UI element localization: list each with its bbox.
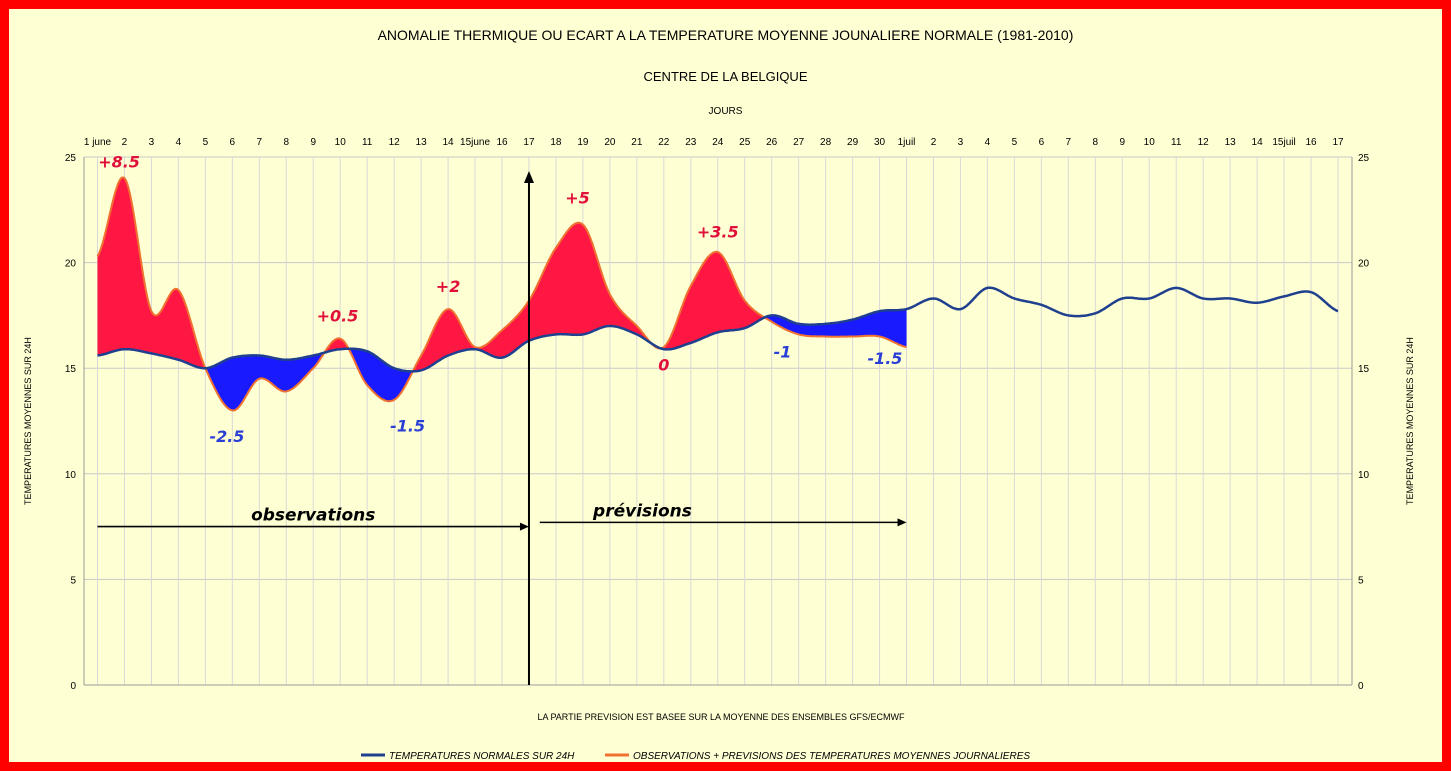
x-tick-label: 20 <box>604 137 616 148</box>
anomaly-fill-warm <box>97 177 206 369</box>
x-tick-label: 13 <box>416 137 428 148</box>
period-label-0: observations <box>251 506 375 526</box>
x-tick-label: 10 <box>335 137 347 148</box>
anomaly-label: -1.5 <box>867 349 902 368</box>
x-tick-label: 15june <box>460 137 490 148</box>
x-tick-label: 7 <box>1066 137 1072 148</box>
x-axis-label: JOURS <box>708 106 743 117</box>
x-tick-label: 19 <box>577 137 589 148</box>
series-line-observations <box>96 176 907 412</box>
anomaly-label: +8.5 <box>98 153 140 172</box>
y-axis-label-right: TEMPERATURES MOYENNES SUR 24H <box>1405 337 1415 505</box>
x-tick-label: 8 <box>283 137 289 148</box>
x-tick-label: 25 <box>739 137 751 148</box>
x-tick-label: 6 <box>230 137 236 148</box>
anomaly-label: -1.5 <box>390 417 425 436</box>
y-tick-label-left: 5 <box>70 575 76 586</box>
x-tick-label: 12 <box>389 137 401 148</box>
x-tick-label: 9 <box>310 137 316 148</box>
chart-frame: ANOMALIE THERMIQUE OU ECART A LA TEMPERA… <box>9 9 1442 762</box>
x-tick-label: 23 <box>685 137 697 148</box>
x-tick-label: 14 <box>443 137 455 148</box>
x-tick-label: 8 <box>1093 137 1099 148</box>
anomaly-label: +5 <box>565 188 590 207</box>
legend-label-normals: TEMPERATURES NORMALES SUR 24H <box>389 751 575 762</box>
anomaly-label: +0.5 <box>317 307 359 326</box>
period-label-1: prévisions <box>592 501 692 521</box>
x-tick-label: 26 <box>766 137 778 148</box>
y-tick-label-right: 5 <box>1358 575 1364 586</box>
series-line-normals <box>97 286 1339 373</box>
anomaly-fill-warm <box>324 338 349 353</box>
anomaly-fill-cold <box>764 309 907 348</box>
x-tick-label: 6 <box>1039 137 1045 148</box>
x-tick-label: 2 <box>931 137 937 148</box>
y-tick-label-right: 20 <box>1358 259 1370 270</box>
x-tick-label: 17 <box>523 137 535 148</box>
anomaly-label: -2.5 <box>209 427 244 446</box>
x-tick-label: 22 <box>658 137 670 148</box>
y-tick-label-left: 0 <box>70 681 76 692</box>
anomaly-label: -1 <box>774 343 792 362</box>
y-tick-label-left: 20 <box>65 259 77 270</box>
anomaly-fill-warm <box>660 251 765 350</box>
x-tick-label: 9 <box>1119 137 1125 148</box>
x-tick-label: 10 <box>1144 137 1156 148</box>
x-tick-label: 21 <box>631 137 643 148</box>
period-arrowhead-0 <box>519 522 529 531</box>
y-axis-label-left: TEMPERATURES MOYENNES SUR 24H <box>23 337 33 505</box>
anomaly-label: +3.5 <box>697 222 739 241</box>
y-tick-label-left: 10 <box>65 470 77 481</box>
x-tick-label: 4 <box>985 137 991 148</box>
anomaly-label: 0 <box>658 355 669 374</box>
footnote: LA PARTIE PREVISION EST BASEE SUR LA MOY… <box>537 712 905 722</box>
chart-subtitle: CENTRE DE LA BELGIQUE <box>643 69 808 84</box>
x-tick-label: 15juil <box>1272 137 1295 148</box>
x-tick-label: 11 <box>362 137 373 148</box>
x-tick-label: 29 <box>847 137 859 148</box>
x-tick-label: 7 <box>257 137 263 148</box>
x-tick-label: 16 <box>1305 137 1317 148</box>
x-tick-label: 28 <box>820 137 832 148</box>
x-tick-label: 3 <box>958 137 964 148</box>
grid <box>84 156 1352 686</box>
period-arrowhead-1 <box>897 518 907 527</box>
x-tick-label: 12 <box>1198 137 1210 148</box>
anomaly-label: +2 <box>436 277 461 296</box>
x-tick-label: 13 <box>1225 137 1237 148</box>
x-tick-label: 4 <box>176 137 182 148</box>
anomaly-fill-cold <box>205 352 325 411</box>
x-tick-label: 1 june <box>84 137 112 148</box>
x-tick-label: 3 <box>149 137 155 148</box>
x-tick-label: 17 <box>1332 137 1344 148</box>
x-tick-label: 16 <box>496 137 508 148</box>
y-tick-label-left: 25 <box>65 153 77 164</box>
forecast-start-arrowhead <box>523 171 534 183</box>
x-tick-label: 5 <box>1012 137 1018 148</box>
legend-label-observations: OBSERVATIONS + PREVISIONS DES TEMPERATUR… <box>633 751 1030 762</box>
y-tick-label-right: 0 <box>1358 681 1364 692</box>
x-tick-label: 1juil <box>898 137 916 148</box>
y-tick-label-right: 15 <box>1358 364 1370 375</box>
chart-title: ANOMALIE THERMIQUE OU ECART A LA TEMPERA… <box>377 27 1074 43</box>
anomaly-fill-cold <box>348 348 413 402</box>
x-tick-label: 18 <box>550 137 562 148</box>
y-tick-label-right: 25 <box>1358 153 1370 164</box>
x-tick-label: 14 <box>1252 137 1264 148</box>
x-tick-label: 5 <box>203 137 209 148</box>
x-tick-label: 30 <box>874 137 886 148</box>
y-tick-label-right: 10 <box>1358 470 1370 481</box>
x-tick-label: 24 <box>712 137 724 148</box>
x-tick-label: 11 <box>1171 137 1182 148</box>
y-tick-label-left: 15 <box>65 364 77 375</box>
x-tick-label: 27 <box>793 137 805 148</box>
x-tick-label: 2 <box>122 137 128 148</box>
